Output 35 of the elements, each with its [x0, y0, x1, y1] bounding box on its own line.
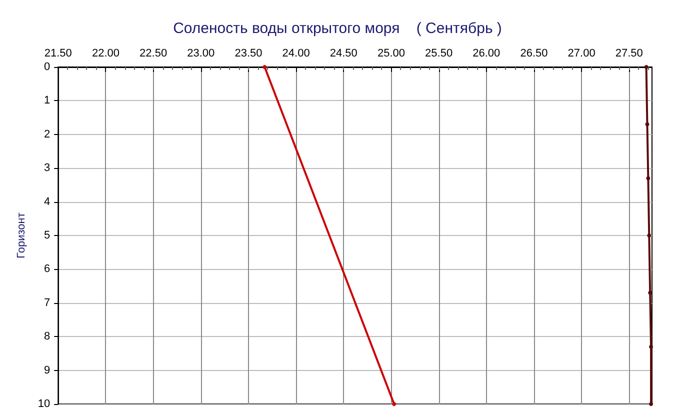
y-axis-title: Горизонт — [16, 212, 28, 258]
x-tick-label: 23.50 — [234, 48, 262, 60]
x-tick-label: 26.50 — [520, 48, 548, 60]
x-tick-label: 22.50 — [140, 48, 168, 60]
y-tick-label: 4 — [44, 196, 50, 208]
x-tick-label: 25.00 — [377, 48, 405, 60]
y-tick-label: 6 — [44, 263, 50, 276]
point — [392, 402, 396, 406]
point — [645, 122, 650, 126]
x-tick-label: 24.00 — [282, 48, 310, 60]
y-tick-label: 3 — [44, 162, 50, 174]
y-tick-label: 0 — [44, 61, 50, 73]
y-tick-label: 8 — [44, 330, 50, 343]
point — [644, 65, 648, 69]
y-tick-label: 1 — [44, 94, 50, 107]
x-tick-label: 21.50 — [44, 48, 72, 60]
point — [262, 65, 267, 69]
point — [649, 402, 654, 406]
x-tick-label: 24.50 — [330, 48, 358, 60]
point — [649, 344, 654, 349]
x-tick-label: 27.00 — [568, 48, 596, 60]
chart-title: Соленость воды открытого моря ( Сентябрь ) — [173, 20, 502, 37]
y-tick-label: 7 — [44, 296, 50, 309]
x-tick-label: 25.50 — [425, 48, 453, 60]
x-tick-label: 23.00 — [187, 48, 215, 60]
x-tick-label: 26.00 — [472, 48, 500, 60]
y-tick-label: 2 — [44, 128, 50, 140]
y-tick-label: 9 — [44, 364, 50, 376]
point — [648, 290, 652, 295]
x-tick-label: 27.50 — [615, 48, 643, 60]
point — [646, 176, 650, 180]
point — [647, 234, 652, 238]
y-tick-label: 5 — [44, 230, 50, 242]
x-tick-label: 22.00 — [92, 48, 120, 60]
y-tick-label: 10 — [38, 398, 50, 410]
